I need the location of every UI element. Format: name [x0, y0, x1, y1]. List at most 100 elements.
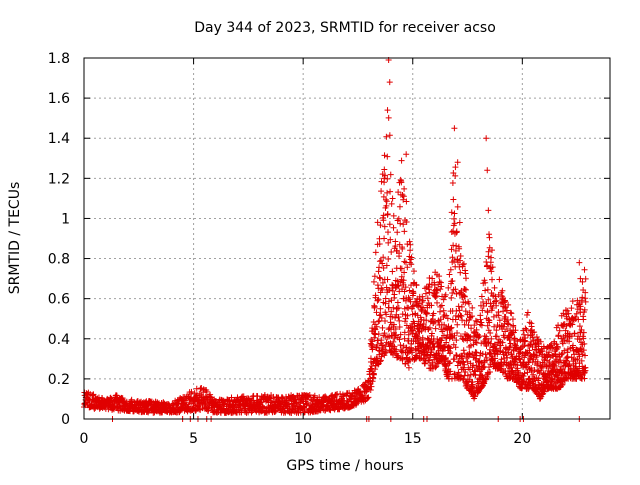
- data-point: [382, 172, 389, 179]
- x-tick-label: 15: [404, 431, 422, 447]
- data-point: [521, 370, 528, 377]
- y-tick-label: 1.8: [48, 51, 70, 67]
- data-point: [407, 247, 414, 254]
- ticks-layer: [83, 57, 610, 420]
- data-point: [384, 153, 391, 160]
- data-point: [485, 207, 492, 214]
- data-point: [332, 391, 339, 398]
- data-point: [487, 265, 494, 272]
- data-point: [546, 358, 553, 365]
- data-point: [378, 314, 385, 321]
- data-point: [407, 241, 414, 248]
- data-point: [372, 249, 379, 256]
- data-point: [483, 376, 490, 383]
- data-point: [401, 288, 408, 295]
- data-point: [428, 302, 435, 309]
- data-point: [395, 304, 402, 311]
- data-point: [512, 327, 519, 334]
- data-point: [511, 335, 518, 342]
- data-point: [462, 308, 469, 315]
- data-point: [508, 310, 515, 317]
- data-point: [390, 212, 397, 219]
- data-point: [433, 292, 440, 299]
- data-point: [534, 386, 541, 393]
- data-point: [461, 361, 468, 368]
- data-point: [580, 335, 587, 342]
- data-point: [528, 368, 535, 375]
- data-point: [448, 324, 455, 331]
- data-point: [573, 310, 580, 317]
- data-point: [405, 331, 412, 338]
- data-point: [447, 325, 454, 332]
- data-point: [468, 313, 475, 320]
- plot-frame: [83, 57, 611, 420]
- data-point: [384, 210, 391, 217]
- data-point: [454, 159, 461, 166]
- data-point: [370, 278, 377, 285]
- data-point: [452, 172, 459, 179]
- data-point: [391, 291, 398, 298]
- data-point: [378, 188, 385, 195]
- data-point: [386, 79, 393, 86]
- data-point: [441, 321, 448, 328]
- data-point: [486, 319, 493, 326]
- data-point: [461, 293, 468, 300]
- data-point: [396, 317, 403, 324]
- data-point: [424, 295, 431, 302]
- data-point: [493, 302, 500, 309]
- data-point: [570, 342, 577, 349]
- data-point: [580, 329, 587, 336]
- data-point: [475, 358, 482, 365]
- data-point: [260, 404, 267, 411]
- data-point: [373, 323, 380, 330]
- data-point: [453, 228, 460, 235]
- data-point: [566, 361, 573, 368]
- data-point: [387, 171, 394, 178]
- data-point: [447, 266, 454, 273]
- data-point: [405, 357, 412, 364]
- data-point: [484, 286, 491, 293]
- data-point: [541, 388, 548, 395]
- data-point: [536, 369, 543, 376]
- data-point: [203, 388, 210, 395]
- data-point: [381, 166, 388, 173]
- data-point: [489, 276, 496, 283]
- data-point: [469, 304, 476, 311]
- data-point: [410, 326, 417, 333]
- data-point: [486, 364, 493, 371]
- data-point: [400, 193, 407, 200]
- data-point: [533, 354, 540, 361]
- y-tick-label: 1.2: [48, 171, 70, 187]
- data-point: [422, 290, 429, 297]
- data-point: [440, 296, 447, 303]
- data-point: [530, 371, 537, 378]
- data-point: [383, 198, 390, 205]
- data-point: [575, 316, 582, 323]
- data-point: [376, 264, 383, 271]
- data-point: [449, 254, 456, 261]
- data-point: [404, 312, 411, 319]
- data-point: [384, 107, 391, 114]
- data-point: [471, 393, 478, 400]
- data-point: [470, 362, 477, 369]
- data-point: [455, 369, 462, 376]
- data-point: [509, 316, 516, 323]
- data-point: [378, 353, 385, 360]
- data-point: [483, 343, 490, 350]
- data-point: [522, 335, 529, 342]
- data-point: [410, 268, 417, 275]
- data-point: [426, 281, 433, 288]
- data-point: [546, 349, 553, 356]
- data-point: [413, 282, 420, 289]
- data-point: [499, 339, 506, 346]
- chart-title: Day 344 of 2023, SRMTID for receiver acs…: [194, 20, 496, 36]
- data-point: [489, 247, 496, 254]
- data-point: [579, 294, 586, 301]
- data-point: [438, 302, 445, 309]
- data-point: [537, 338, 544, 345]
- x-tick-label: 10: [294, 431, 312, 447]
- data-point: [480, 298, 487, 305]
- data-point: [406, 238, 413, 245]
- data-point: [388, 248, 395, 255]
- data-point: [476, 333, 483, 340]
